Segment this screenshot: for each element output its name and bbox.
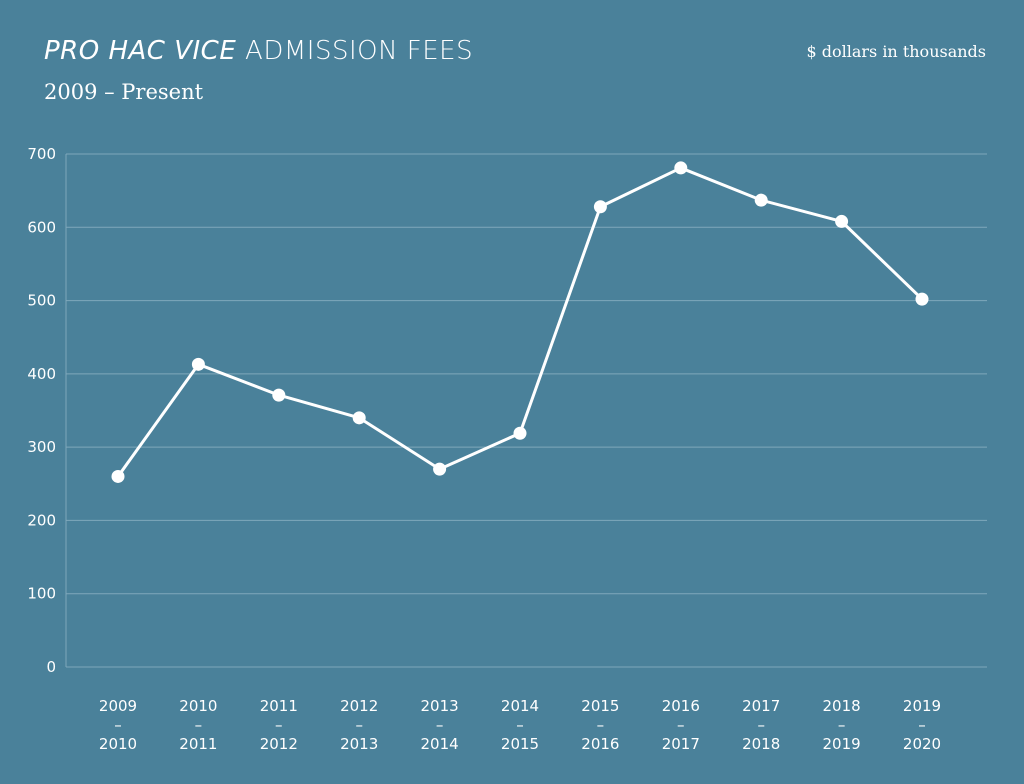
x-tick-label: 2017–2018 xyxy=(742,697,780,753)
y-tick-label: 600 xyxy=(27,218,56,236)
data-point xyxy=(593,200,607,214)
y-tick-label: 100 xyxy=(27,585,56,603)
y-tick-label: 200 xyxy=(27,511,56,529)
y-tick-label: 400 xyxy=(27,365,56,383)
y-tick-label: 700 xyxy=(27,145,56,163)
x-tick-label: 2012–2013 xyxy=(340,697,378,753)
x-tick-label: 2013–2014 xyxy=(421,697,459,753)
x-tick-label: 2009–2010 xyxy=(99,697,137,753)
y-tick-label: 300 xyxy=(27,438,56,456)
data-point xyxy=(433,462,447,476)
chart-title: PRO HAC VICE ADMISSION FEES xyxy=(44,36,473,66)
x-tick-label: 2011–2012 xyxy=(260,697,298,753)
x-tick-label: 2015–2016 xyxy=(581,697,619,753)
x-tick-label: 2019–2020 xyxy=(903,697,941,753)
x-tick-label: 2014–2015 xyxy=(501,697,539,753)
data-point xyxy=(915,292,929,306)
data-point xyxy=(191,357,205,371)
units-note: $ dollars in thousands xyxy=(806,42,986,61)
x-tick-label: 2010–2011 xyxy=(179,697,217,753)
y-tick-label: 500 xyxy=(27,292,56,310)
data-point xyxy=(513,426,527,440)
data-point xyxy=(272,388,286,402)
data-point xyxy=(835,214,849,228)
x-tick-label: 2016–2017 xyxy=(662,697,700,753)
data-point xyxy=(674,161,688,175)
x-tick-label: 2018–2019 xyxy=(823,697,861,753)
title-italic: PRO HAC VICE xyxy=(44,36,237,66)
data-point xyxy=(352,411,366,425)
data-point xyxy=(111,469,125,483)
data-point xyxy=(754,193,768,207)
chart-subtitle: 2009 – Present xyxy=(44,80,204,104)
title-rest: ADMISSION FEES xyxy=(245,36,474,66)
y-tick-label: 0 xyxy=(46,658,56,676)
